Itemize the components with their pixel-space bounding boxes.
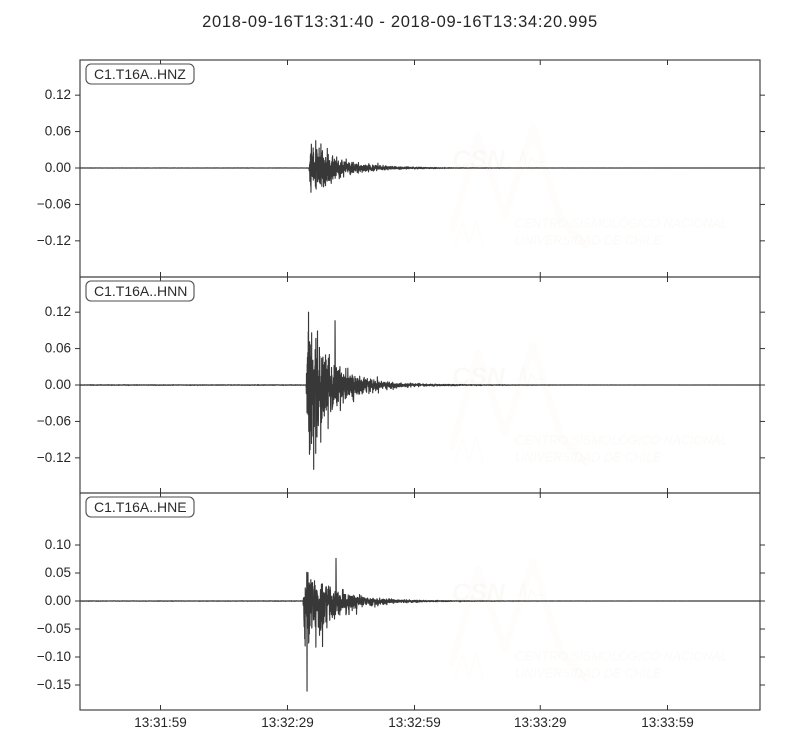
svg-text:0.06: 0.06 — [45, 341, 71, 356]
svg-text:0.12: 0.12 — [45, 304, 71, 319]
svg-text:UNIVERSIDAD DE CHILE: UNIVERSIDAD DE CHILE — [515, 666, 662, 680]
svg-text:C1.T16A..HNN: C1.T16A..HNN — [94, 283, 187, 299]
svg-text:−0.06: −0.06 — [37, 196, 71, 211]
svg-text:C1.T16A..HNE: C1.T16A..HNE — [94, 499, 187, 515]
svg-text:CENTRO SISMOLÓGICO NACIONAL: CENTRO SISMOLÓGICO NACIONAL — [515, 433, 728, 448]
svg-text:−0.15: −0.15 — [37, 677, 71, 692]
svg-text:13:31:59: 13:31:59 — [134, 715, 187, 730]
svg-text:UNIVERSIDAD DE CHILE: UNIVERSIDAD DE CHILE — [515, 233, 662, 247]
svg-text:CSN: CSN — [452, 579, 506, 607]
svg-text:−0.12: −0.12 — [37, 233, 71, 248]
svg-text:CENTRO SISMOLÓGICO NACIONAL: CENTRO SISMOLÓGICO NACIONAL — [515, 649, 728, 664]
svg-text:CSN: CSN — [452, 146, 506, 174]
svg-text:0.00: 0.00 — [45, 593, 71, 608]
svg-text:0.10: 0.10 — [45, 537, 71, 552]
svg-text:13:33:29: 13:33:29 — [514, 715, 567, 730]
svg-text:0.12: 0.12 — [45, 87, 71, 102]
svg-text:0.00: 0.00 — [45, 160, 71, 175]
svg-text:13:33:59: 13:33:59 — [641, 715, 694, 730]
svg-text:UNIVERSIDAD DE CHILE: UNIVERSIDAD DE CHILE — [515, 450, 662, 464]
svg-text:13:32:29: 13:32:29 — [261, 715, 314, 730]
svg-text:−0.10: −0.10 — [37, 649, 71, 664]
svg-text:CENTRO SISMOLÓGICO NACIONAL: CENTRO SISMOLÓGICO NACIONAL — [515, 216, 728, 231]
svg-text:−0.05: −0.05 — [37, 621, 71, 636]
svg-text:C1.T16A..HNZ: C1.T16A..HNZ — [94, 66, 186, 82]
svg-text:13:32:59: 13:32:59 — [388, 715, 441, 730]
svg-text:CSN: CSN — [452, 363, 506, 391]
svg-text:−0.06: −0.06 — [37, 413, 71, 428]
svg-text:−0.12: −0.12 — [37, 450, 71, 465]
svg-text:0.05: 0.05 — [45, 565, 71, 580]
svg-text:0.06: 0.06 — [45, 124, 71, 139]
svg-text:0.00: 0.00 — [45, 377, 71, 392]
